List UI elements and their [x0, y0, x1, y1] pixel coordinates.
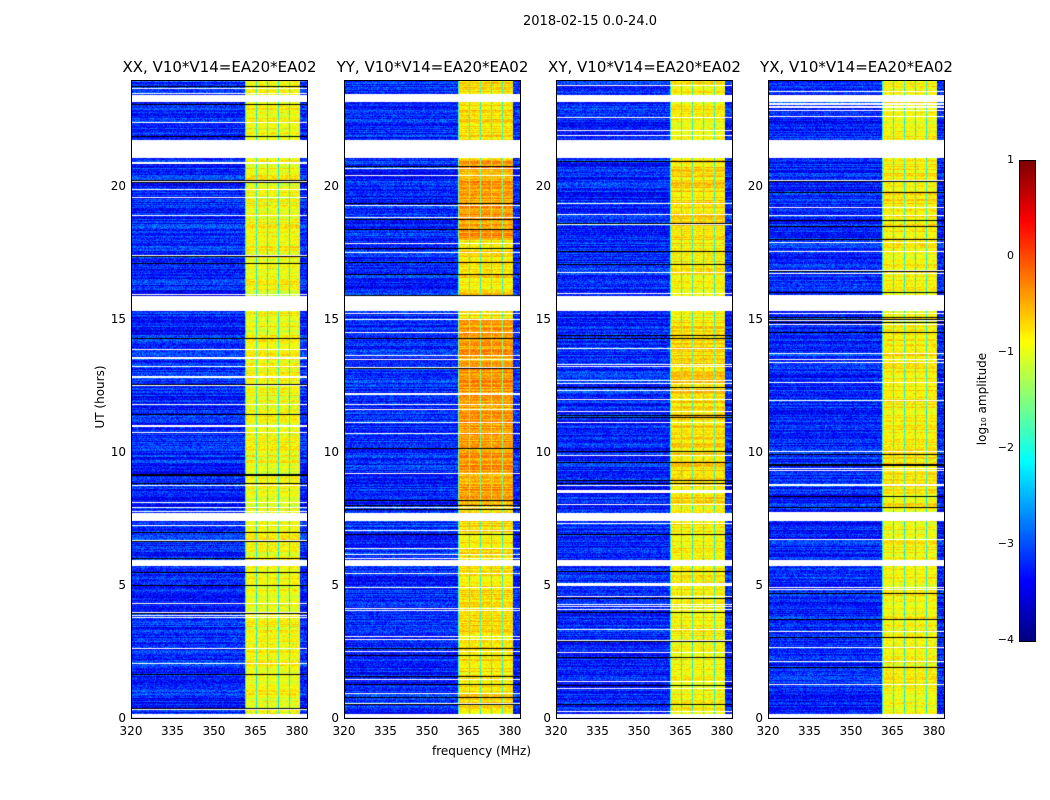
x-tick-label: 350 [202, 724, 226, 738]
panel-title: YY, V10*V14=EA20*EA02 [336, 58, 529, 76]
y-tick-label: 10 [747, 444, 763, 459]
colorbar-tick: −2 [997, 441, 1014, 454]
colorbar [1019, 160, 1036, 642]
y-tick-label: 15 [110, 311, 126, 326]
spectrogram-panel: YY, V10*V14=EA20*EA02 320 335 350 365 380 0 5 10… [324, 58, 529, 738]
axes-frame [131, 80, 308, 719]
x-axis-label: frequency (MHz) [432, 744, 532, 758]
x-tick-label: 350 [415, 724, 439, 738]
x-tick-label: 320 [119, 724, 143, 738]
panel-title: XX, V10*V14=EA20*EA02 [122, 58, 317, 76]
y-tick-label: 5 [331, 577, 339, 592]
x-tick-label: 365 [244, 724, 267, 738]
y-tick-label: 10 [110, 444, 126, 459]
y-tick-label: 5 [755, 577, 763, 592]
heatmap [131, 80, 308, 719]
x-tick-label: 335 [798, 724, 821, 738]
heatmap [768, 80, 945, 719]
x-tick-label: 380 [285, 724, 309, 738]
y-tick-label: 0 [331, 711, 339, 725]
y-tick-label: 20 [323, 178, 339, 193]
colorbar-tick: −3 [997, 537, 1014, 550]
figure-title: 2018-02-15 0.0-24.0 [523, 14, 657, 29]
y-tick-label: 0 [543, 711, 551, 725]
axes-frame [344, 80, 521, 719]
y-tick-label: 15 [747, 311, 763, 326]
y-tick-label: 20 [535, 178, 551, 193]
y-tick-label: 15 [535, 311, 551, 326]
colorbar-tick: −1 [997, 345, 1014, 358]
x-tick-label: 380 [710, 724, 734, 738]
colorbar-tick: 1 [1007, 153, 1014, 166]
x-tick-label: 335 [374, 724, 397, 738]
colorbar-tick: −4 [997, 633, 1014, 646]
x-tick-label: 335 [586, 724, 609, 738]
x-tick-label: 320 [544, 724, 568, 738]
x-tick-label: 350 [627, 724, 651, 738]
spectrogram-panel: YX, V10*V14=EA20*EA02 320 335 350 365 380 0 5 10… [748, 58, 953, 738]
panel-title: YX, V10*V14=EA20*EA02 [760, 58, 953, 76]
axes-frame [556, 80, 733, 719]
x-tick-label: 320 [332, 724, 356, 738]
y-tick-label: 15 [323, 311, 339, 326]
spectrogram-panel: XY, V10*V14=EA20*EA02 320 335 350 365 380 0 5 10… [536, 58, 741, 738]
y-tick-label: 5 [543, 577, 551, 592]
y-tick-label: 10 [535, 444, 551, 459]
y-tick-label: 20 [747, 178, 763, 193]
x-tick-label: 365 [457, 724, 480, 738]
x-tick-label: 380 [498, 724, 522, 738]
y-tick-label: 0 [755, 711, 763, 725]
x-tick-label: 350 [839, 724, 863, 738]
colorbar-label: log₁₀ amplitude [975, 352, 989, 446]
x-tick-label: 365 [669, 724, 692, 738]
y-axis-label: UT (hours) [93, 365, 107, 429]
spectrogram-panel: XX, V10*V14=EA20*EA02 320 335 350 365 380 0 5 10… [111, 58, 317, 738]
heatmap [556, 80, 733, 719]
axes-frame [768, 80, 945, 719]
y-tick-label: 5 [118, 577, 126, 592]
y-tick-label: 20 [110, 178, 126, 193]
x-tick-label: 320 [756, 724, 780, 738]
y-tick-label: 10 [323, 444, 339, 459]
x-tick-label: 335 [161, 724, 184, 738]
x-tick-label: 380 [922, 724, 946, 738]
heatmap [344, 80, 521, 719]
x-tick-label: 365 [881, 724, 904, 738]
y-tick-label: 0 [118, 711, 126, 725]
colorbar-tick: 0 [1007, 249, 1014, 262]
panel-title: XY, V10*V14=EA20*EA02 [548, 58, 741, 76]
